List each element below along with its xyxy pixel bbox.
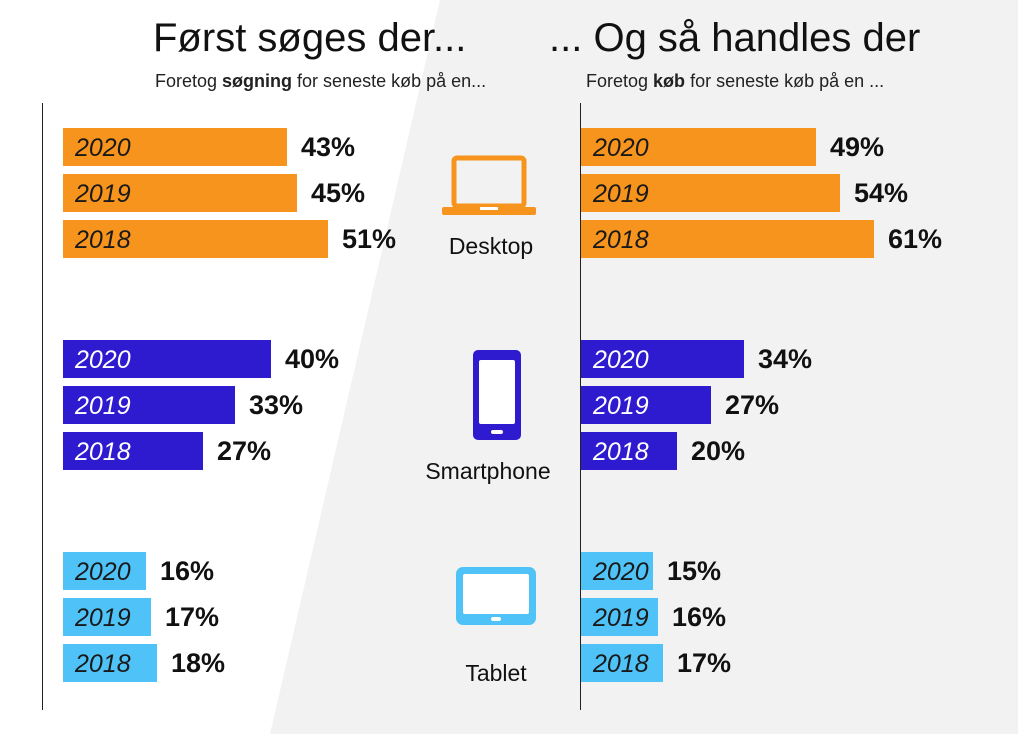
laptop-icon [442,155,536,215]
bar-year-label: 2019 [593,180,649,208]
bar-desktop-2020: 2020 [63,128,287,166]
bar-year-label: 2020 [75,346,131,374]
bar-smartphone-2018: 2018 [63,432,203,470]
device-label-tablet: Tablet [465,660,527,686]
bar-year-label: 2020 [593,134,649,162]
right-axis-line [580,103,581,710]
smartphone-icon [473,350,521,440]
tablet-icon [456,567,536,625]
left-axis-line [42,103,43,710]
bar-value-label: 61% [888,224,943,254]
bar-value-label: 27% [725,390,780,420]
bar-value-label: 54% [854,178,909,208]
bar-value-label: 16% [160,556,215,586]
bar-year-label: 2019 [75,392,131,420]
bar-desktop-2018: 2018 [581,220,874,258]
bar-year-label: 2018 [75,438,131,466]
bar-value-label: 17% [677,648,732,678]
bar-value-label: 34% [758,344,813,374]
device-label-smartphone: Smartphone [425,458,551,484]
bar-year-label: 2019 [75,180,131,208]
bar-year-label: 2020 [593,346,649,374]
bar-value-label: 15% [667,556,722,586]
bar-year-label: 2019 [75,604,131,632]
right-chart-subtitle: Foretog køb for seneste køb på en ... [586,71,885,91]
bar-year-label: 2018 [593,226,649,254]
bar-year-label: 2018 [593,438,649,466]
bar-tablet-2018: 2018 [581,644,663,682]
bar-desktop-2018: 2018 [63,220,328,258]
bar-year-label: 2019 [593,392,649,420]
bar-year-label: 2020 [75,134,131,162]
bar-value-label: 49% [830,132,885,162]
bar-value-label: 27% [217,436,272,466]
right-chart-title: ... Og så handles der [549,16,921,60]
bar-value-label: 45% [311,178,366,208]
bar-tablet-2020: 2020 [581,552,653,590]
bar-year-label: 2018 [593,650,649,678]
bar-value-label: 43% [301,132,356,162]
left-chart-title: Først søges der... [153,16,467,60]
bar-desktop-2019: 2019 [63,174,297,212]
bar-value-label: 33% [249,390,304,420]
bar-tablet-2019: 2019 [581,598,658,636]
bar-year-label: 2020 [593,558,649,586]
bar-smartphone-2019: 2019 [63,386,235,424]
bar-desktop-2019: 2019 [581,174,840,212]
left-chart-subtitle: Foretog søgning for seneste køb på en... [155,71,487,91]
bar-value-label: 18% [171,648,226,678]
bar-value-label: 51% [342,224,397,254]
bar-year-label: 2019 [593,604,649,632]
bar-tablet-2019: 2019 [63,598,151,636]
bar-tablet-2018: 2018 [63,644,157,682]
bar-year-label: 2020 [75,558,131,586]
bar-smartphone-2019: 2019 [581,386,711,424]
bar-smartphone-2018: 2018 [581,432,677,470]
bar-value-label: 40% [285,344,340,374]
bar-value-label: 20% [691,436,746,466]
bar-year-label: 2018 [75,226,131,254]
bar-year-label: 2018 [75,650,131,678]
device-label-desktop: Desktop [448,233,534,259]
bar-smartphone-2020: 2020 [63,340,271,378]
bar-smartphone-2020: 2020 [581,340,744,378]
bar-value-label: 17% [165,602,220,632]
bar-tablet-2020: 2020 [63,552,146,590]
bar-desktop-2020: 2020 [581,128,816,166]
bar-value-label: 16% [672,602,727,632]
